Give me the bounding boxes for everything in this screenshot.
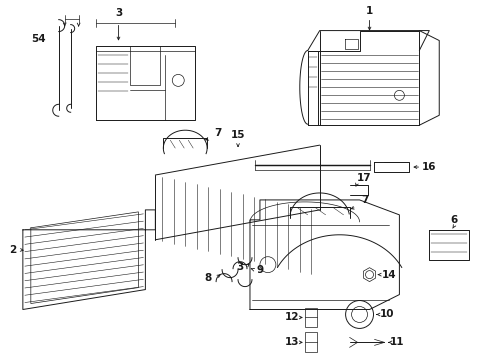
- Text: 16: 16: [421, 162, 436, 172]
- Text: 7: 7: [214, 128, 222, 138]
- Text: 3: 3: [115, 8, 122, 18]
- Text: 17: 17: [357, 173, 371, 183]
- Text: 2: 2: [9, 245, 17, 255]
- Text: 11: 11: [389, 337, 404, 347]
- Text: 54: 54: [31, 33, 46, 44]
- Text: 12: 12: [284, 312, 299, 323]
- Text: 6: 6: [449, 215, 457, 225]
- Text: 15: 15: [230, 130, 245, 140]
- Bar: [304, 307, 316, 328]
- Text: 8: 8: [204, 273, 211, 283]
- Text: 1: 1: [365, 6, 372, 15]
- Text: 7: 7: [360, 195, 367, 205]
- Text: 10: 10: [379, 310, 394, 319]
- Text: 13: 13: [284, 337, 299, 347]
- Bar: [304, 332, 316, 352]
- Text: 9: 9: [256, 265, 263, 275]
- Text: 3: 3: [236, 262, 243, 272]
- Text: 14: 14: [381, 270, 396, 280]
